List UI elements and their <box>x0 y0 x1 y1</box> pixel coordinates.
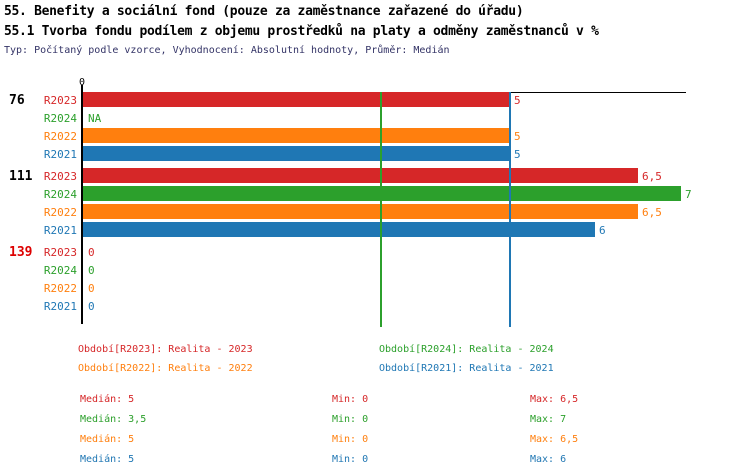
stat-max-r2021: Max: 6 <box>530 454 567 465</box>
bar-value-label: 0 <box>88 246 95 259</box>
series-row-label: R2022 <box>43 130 77 143</box>
stat-median-r2023: Medián: 5 <box>80 394 135 405</box>
median-line-r2021 <box>509 92 511 327</box>
bar-value-label: 5 <box>514 148 521 161</box>
series-row-label: R2021 <box>43 148 77 161</box>
legend-item-r2021: Období[R2021]: Realita - 2021 <box>379 363 554 374</box>
report-title-line1: 55. Benefity a sociální fond (pouze za z… <box>4 4 524 19</box>
stat-median-r2024: Medián: 3,5 <box>80 414 147 425</box>
stat-min-r2021: Min: 0 <box>332 454 369 465</box>
stat-max-r2023: Max: 6,5 <box>530 394 579 405</box>
series-row-label: R2022 <box>43 282 77 295</box>
series-row-label: R2024 <box>43 112 77 125</box>
x-axis-tick-0: 0 <box>79 77 86 88</box>
report-subtitle: Typ: Počítaný podle vzorce, Vyhodnocení:… <box>4 45 450 56</box>
median-line-r2024 <box>380 92 382 327</box>
stat-median-r2021: Medián: 5 <box>80 454 135 465</box>
bar-value-label: 0 <box>88 264 95 277</box>
bar-value-label: 6,5 <box>642 170 662 183</box>
bar <box>83 92 510 107</box>
y-axis-line <box>81 85 83 324</box>
bar <box>83 204 638 219</box>
bar-value-label: 5 <box>514 130 521 143</box>
series-row-label: R2022 <box>43 206 77 219</box>
legend-item-r2024: Období[R2024]: Realita - 2024 <box>379 344 554 355</box>
group-id-label: 76 <box>9 93 25 108</box>
stat-min-r2023: Min: 0 <box>332 394 369 405</box>
bar-value-label: NA <box>88 112 102 125</box>
series-row-label: R2021 <box>43 224 77 237</box>
group-id-label: 139 <box>9 245 33 260</box>
series-row-label: R2024 <box>43 188 77 201</box>
bar-value-label: 6 <box>599 224 606 237</box>
stat-max-r2024: Max: 7 <box>530 414 567 425</box>
series-row-label: R2021 <box>43 300 77 313</box>
bar-value-label: 0 <box>88 300 95 313</box>
bar <box>83 168 638 183</box>
stat-median-r2022: Medián: 5 <box>80 434 135 445</box>
bar-value-label: 0 <box>88 282 95 295</box>
stat-min-r2024: Min: 0 <box>332 414 369 425</box>
report-title-line2: 55.1 Tvorba fondu podílem z objemu prost… <box>4 24 599 39</box>
series-row-label: R2023 <box>43 170 77 183</box>
stat-min-r2022: Min: 0 <box>332 434 369 445</box>
bar-value-label: 5 <box>514 94 521 107</box>
series-row-label: R2024 <box>43 264 77 277</box>
bar <box>83 146 510 161</box>
group-id-label: 111 <box>9 169 33 184</box>
series-row-label: R2023 <box>43 94 77 107</box>
bar-value-label: 7 <box>685 188 692 201</box>
bar-value-label: 6,5 <box>642 206 662 219</box>
bar <box>83 222 595 237</box>
legend-item-r2023: Období[R2023]: Realita - 2023 <box>78 344 253 355</box>
series-row-label: R2023 <box>43 246 77 259</box>
bar <box>83 186 681 201</box>
stat-max-r2022: Max: 6,5 <box>530 434 579 445</box>
bar <box>83 128 510 143</box>
legend-item-r2022: Období[R2022]: Realita - 2022 <box>78 363 253 374</box>
